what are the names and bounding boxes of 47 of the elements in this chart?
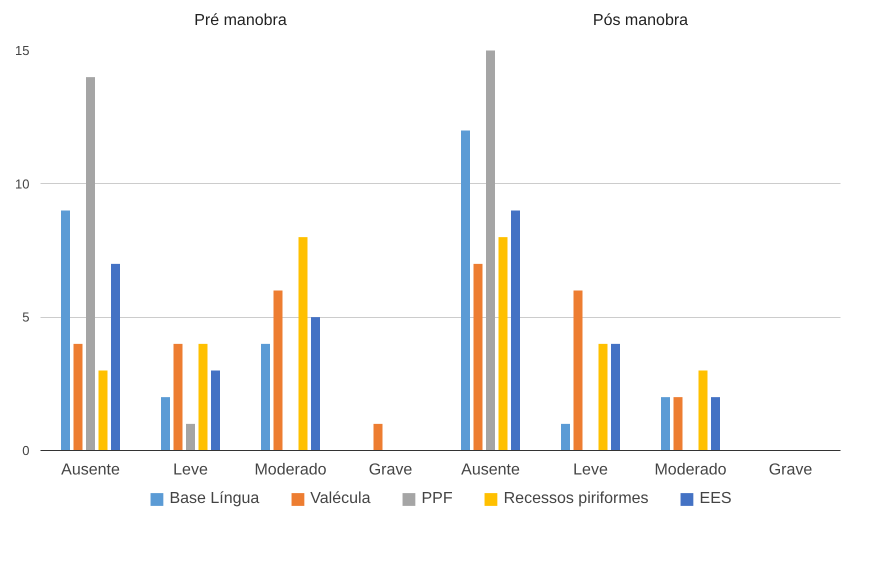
bar xyxy=(486,50,495,450)
x-tick-label: Ausente xyxy=(61,462,120,478)
y-tick-label: 10 xyxy=(15,176,30,192)
x-tick-label: Moderado xyxy=(254,462,327,478)
bar xyxy=(74,344,82,450)
bar xyxy=(298,237,308,450)
bar xyxy=(661,397,670,450)
bar xyxy=(111,264,120,450)
x-tick-label: Leve xyxy=(173,462,208,478)
bar xyxy=(274,290,282,450)
bar xyxy=(86,77,95,450)
bar xyxy=(198,344,208,450)
bar xyxy=(311,317,320,450)
text: Pré manobra xyxy=(194,12,287,29)
bar xyxy=(498,237,508,450)
y-tick-label: 0 xyxy=(22,443,30,458)
y-tick-label: 15 xyxy=(15,43,30,58)
bar xyxy=(261,344,270,450)
bar xyxy=(574,290,582,450)
legend-label: Base Língua xyxy=(169,490,260,508)
bar xyxy=(98,370,108,450)
x-tick-label: Ausente xyxy=(461,462,520,478)
bar xyxy=(561,424,570,450)
bar xyxy=(211,370,220,450)
x-tick-label: Leve xyxy=(573,462,608,478)
legend-label: Recessos piriformes xyxy=(504,490,649,508)
y-tick-label: 5 xyxy=(22,310,30,325)
x-tick-label: Moderado xyxy=(654,462,727,478)
bar xyxy=(511,210,520,450)
bar xyxy=(598,344,608,450)
legend-label: Valécula xyxy=(310,490,370,508)
legend-label: PPF xyxy=(421,490,453,508)
bar xyxy=(674,397,682,450)
bar xyxy=(474,264,482,450)
bar xyxy=(698,370,708,450)
legend-label: EES xyxy=(700,490,732,508)
bar xyxy=(711,397,720,450)
bar xyxy=(174,344,182,450)
bar xyxy=(61,210,70,450)
bar xyxy=(161,397,170,450)
bar xyxy=(611,344,620,450)
bar xyxy=(186,424,195,450)
bar xyxy=(461,130,470,450)
bar xyxy=(374,424,382,450)
x-tick-label: Grave xyxy=(768,462,812,478)
x-tick-label: Grave xyxy=(368,462,412,478)
text: Pós manobra xyxy=(592,12,688,29)
